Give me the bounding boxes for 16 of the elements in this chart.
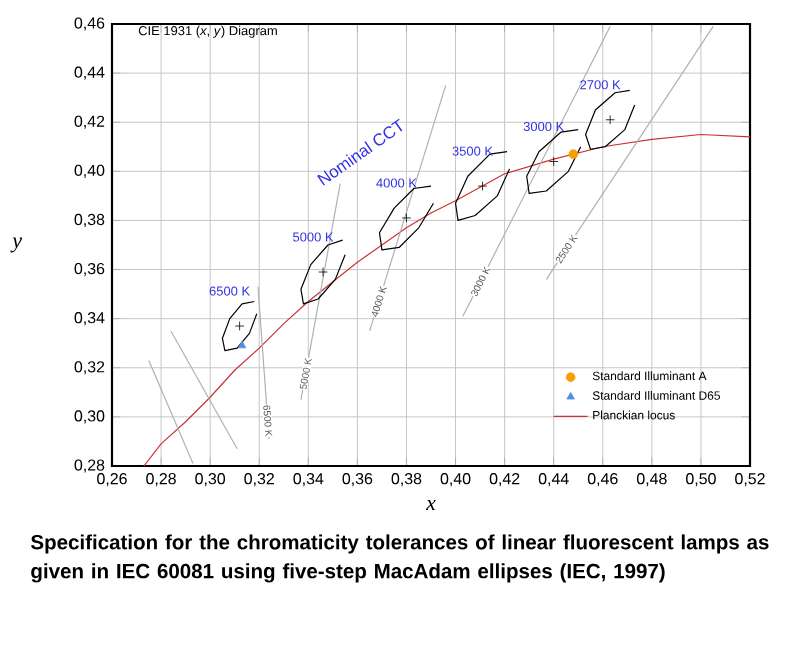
line-series: [221, 300, 258, 352]
point: [605, 114, 615, 125]
point: [318, 267, 328, 277]
text: Specification for the chromaticity tolerances of linear fluorescent lamps as given in IEC 60081 using five-step MacAdam ellipses (IEC, 1997): [30, 534, 769, 583]
point: [477, 181, 488, 191]
line-series: [584, 89, 636, 150]
line-series: [300, 239, 346, 305]
point: [568, 149, 579, 159]
point: [401, 213, 412, 223]
point: [548, 156, 559, 167]
line-series: [526, 128, 582, 195]
x-axis-title: x: [425, 499, 436, 510]
point: [237, 340, 247, 349]
line-series: [378, 185, 435, 251]
point: [234, 321, 245, 331]
y-axis-title: y: [10, 237, 23, 253]
